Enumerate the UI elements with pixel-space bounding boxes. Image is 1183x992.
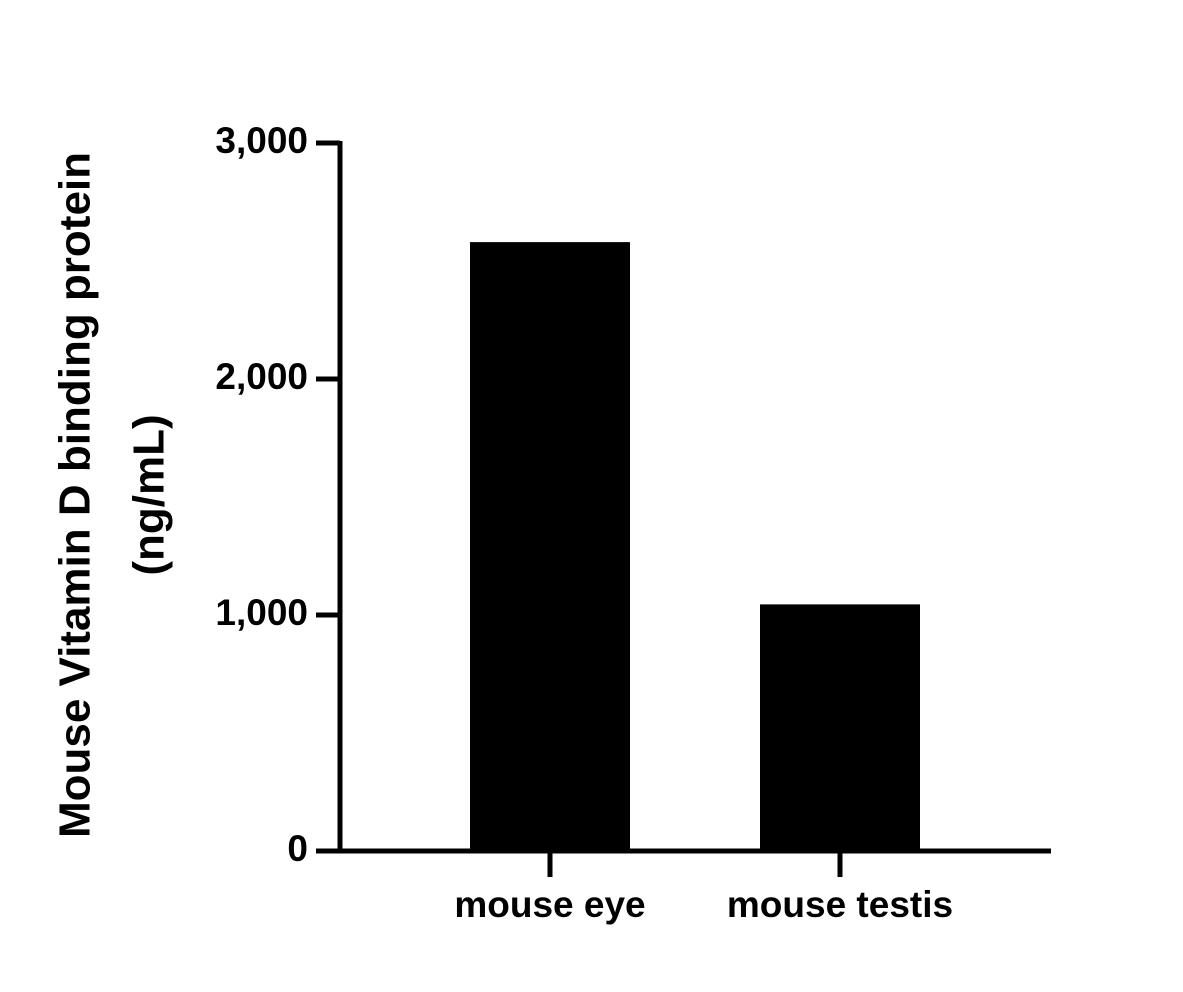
y-tick-label: 0 xyxy=(287,828,308,869)
y-tick-label: 2,000 xyxy=(215,356,308,397)
x-tick-label: mouse testis xyxy=(727,884,953,925)
y-axis-title-line: (ng/mL) xyxy=(125,414,174,575)
y-axis-title-line: Mouse Vitamin D binding protein xyxy=(51,152,100,838)
bar xyxy=(470,242,630,851)
y-tick-label: 3,000 xyxy=(215,120,308,161)
x-tick-label: mouse eye xyxy=(454,884,645,925)
y-tick-label: 1,000 xyxy=(215,592,308,633)
y-axis-title: Mouse Vitamin D binding protein (ng/mL) xyxy=(51,152,174,838)
bar xyxy=(760,604,920,851)
